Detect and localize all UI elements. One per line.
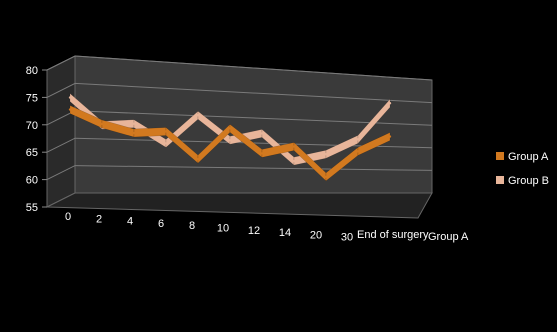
data-point — [292, 145, 296, 148]
data-point — [388, 102, 392, 105]
y-tick-label: 75 — [26, 92, 38, 104]
data-point — [196, 157, 200, 161]
x-tick-label: 10 — [217, 223, 229, 235]
data-point — [164, 130, 168, 133]
x-tick-label: 0 — [65, 211, 71, 223]
x-tick-label: End of surgery — [357, 229, 429, 241]
gridline — [46, 55, 433, 81]
data-point — [388, 135, 392, 138]
series-layer — [68, 93, 392, 182]
legend-label: Group B — [508, 175, 549, 187]
y-tick-label: 80 — [26, 65, 38, 77]
legend: Group A Group B — [496, 151, 549, 187]
x-tick-label: 2 — [96, 213, 102, 225]
depth-axis-label: Group A — [428, 231, 469, 243]
x-tick-label: 30 — [341, 232, 353, 244]
data-point — [68, 96, 72, 99]
series-segment — [133, 127, 167, 138]
x-tick-label: 14 — [279, 227, 291, 239]
data-point — [292, 159, 296, 163]
legend-label: Group A — [508, 151, 549, 163]
gridline — [46, 82, 433, 104]
data-point — [356, 150, 360, 153]
x-tick-label: 4 — [127, 216, 133, 228]
x-tick-label: 12 — [248, 225, 260, 237]
x-tick-label: 8 — [189, 220, 195, 232]
data-point — [356, 138, 360, 141]
data-point — [324, 153, 328, 156]
data-point — [228, 139, 232, 142]
gridline — [46, 137, 433, 153]
data-point — [228, 127, 232, 130]
data-point — [260, 152, 264, 155]
series-group-a — [68, 105, 392, 182]
chart-walls — [46, 55, 433, 219]
gridline — [46, 165, 433, 181]
y-tick-label: 65 — [26, 147, 38, 159]
data-point — [68, 108, 72, 111]
floor — [46, 192, 433, 219]
data-point — [324, 175, 328, 179]
x-tick-label: 6 — [158, 218, 164, 230]
data-point — [196, 114, 200, 117]
series-segment — [357, 132, 391, 156]
series-segment — [357, 98, 391, 145]
data-point — [100, 122, 104, 126]
y-tick-label: 60 — [26, 175, 38, 187]
x-tick-label: 20 — [310, 229, 322, 241]
legend-swatch — [496, 176, 504, 184]
data-point — [132, 131, 136, 135]
y-axis-ticks: 55 60 65 70 75 80 — [26, 65, 47, 214]
y-tick-label: 55 — [26, 202, 38, 214]
y-tick-label: 70 — [26, 120, 38, 132]
data-point — [164, 142, 168, 145]
x-axis-ticks: 0 2 4 6 8 10 12 14 20 30 End of surgery — [65, 211, 429, 244]
data-point — [260, 132, 264, 135]
legend-swatch — [496, 152, 504, 160]
side-wall — [46, 55, 76, 208]
data-point — [132, 122, 136, 125]
